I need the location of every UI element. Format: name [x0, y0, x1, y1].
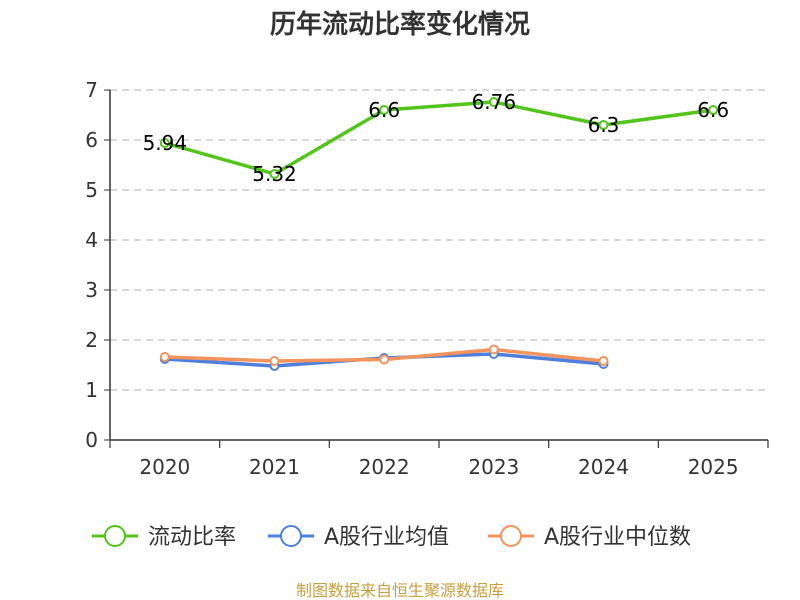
y-tick-label: 5	[85, 178, 98, 202]
x-tick-label: 2025	[688, 455, 739, 479]
y-tick-label: 7	[85, 78, 98, 102]
y-tick-label: 4	[85, 228, 98, 252]
data-label: 6.76	[472, 90, 517, 114]
axes: 0 1 2 3 4 5 6 7 2020 2021 2022 2023 2024 2025	[85, 78, 769, 479]
data-labels: 5.94 5.32 6.6 6.76 6.3 6.6	[143, 90, 730, 186]
y-tick-label: 1	[85, 378, 98, 402]
legend-marker	[500, 525, 522, 547]
y-tick-label: 2	[85, 328, 98, 352]
data-point[interactable]	[269, 356, 280, 366]
y-tick-label: 6	[85, 128, 98, 152]
grid-lines	[110, 89, 768, 391]
data-point[interactable]	[598, 120, 609, 130]
data-label: 5.94	[143, 131, 188, 155]
x-tick-label: 2021	[249, 455, 300, 479]
x-tick-label: 2023	[468, 455, 519, 479]
legend-item-1[interactable]: A股行业均值	[268, 525, 449, 550]
data-label: 6.6	[697, 98, 729, 122]
data-label: 6.3	[588, 113, 620, 137]
data-label: 6.6	[368, 98, 400, 122]
y-tick-label: 0	[85, 428, 98, 452]
data-point[interactable]	[269, 169, 280, 179]
data-point[interactable]	[159, 138, 170, 148]
x-tick-label: 2020	[139, 455, 190, 479]
data-point[interactable]	[379, 354, 390, 365]
legend-label: A股行业中位数	[544, 525, 691, 550]
series-line-0	[164, 100, 714, 176]
legend-marker	[280, 525, 302, 547]
y-tick-label: 3	[85, 278, 98, 302]
data-point[interactable]	[488, 97, 499, 107]
data-label: 5.32	[252, 162, 297, 186]
source-note: 制图数据来自恒生聚源数据库	[296, 581, 504, 600]
data-point[interactable]	[708, 105, 719, 115]
x-tick-label: 2022	[359, 455, 410, 479]
x-tick-label: 2024	[578, 455, 629, 479]
data-point[interactable]	[379, 105, 390, 115]
legend-label: 流动比率	[148, 525, 236, 550]
data-point[interactable]	[159, 352, 170, 362]
legend-marker	[104, 525, 126, 547]
series-group	[159, 97, 719, 371]
data-point[interactable]	[488, 344, 499, 355]
chart-title: 历年流动比率变化情况	[270, 9, 530, 40]
legend-item-0[interactable]: 流动比率	[92, 525, 236, 550]
legend-label: A股行业均值	[324, 525, 449, 550]
legend-item-2[interactable]: A股行业中位数	[488, 525, 691, 550]
legend[interactable]: 流动比率 A股行业均值 A股行业中位数	[92, 525, 691, 550]
data-point[interactable]	[598, 356, 609, 366]
